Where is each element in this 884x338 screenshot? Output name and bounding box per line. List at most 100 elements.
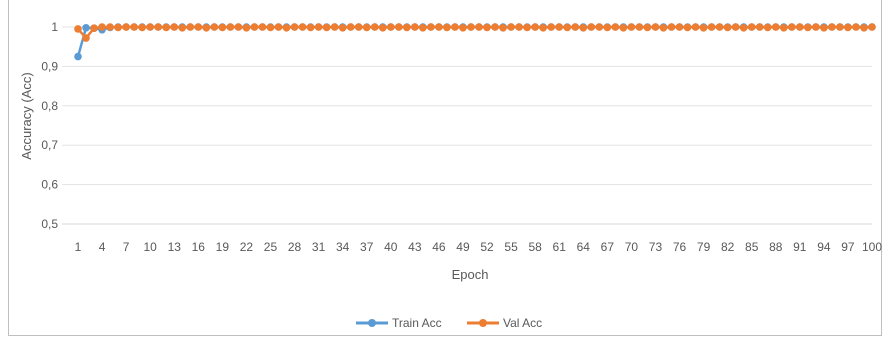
- data-point: [186, 23, 195, 31]
- data-point: [852, 23, 860, 31]
- data-point: [691, 23, 700, 31]
- y-tick-label: 0,5: [41, 217, 58, 231]
- data-point: [836, 23, 844, 31]
- data-point: [659, 23, 668, 32]
- data-point: [787, 23, 796, 31]
- data-point: [675, 23, 684, 31]
- x-tick-label: 37: [360, 240, 374, 254]
- data-point: [178, 23, 187, 32]
- x-tick-label: 97: [841, 240, 855, 254]
- data-point: [571, 23, 580, 31]
- y-tick-label: 1: [51, 20, 58, 34]
- x-tick-label: 49: [456, 240, 470, 254]
- data-point: [378, 23, 387, 32]
- x-tick-label: 58: [528, 240, 542, 254]
- data-point: [74, 52, 82, 61]
- legend-swatch-marker: [368, 319, 376, 327]
- data-point: [771, 23, 780, 31]
- data-point: [531, 23, 539, 31]
- y-tick-label: 0,9: [41, 59, 58, 73]
- data-point: [451, 23, 459, 31]
- x-tick-label: 22: [240, 240, 254, 254]
- data-point: [274, 23, 283, 31]
- data-point: [74, 25, 82, 33]
- data-point: [611, 23, 620, 31]
- x-tick-label: 13: [168, 240, 182, 254]
- data-point: [298, 23, 307, 31]
- data-point: [306, 23, 315, 32]
- data-point: [483, 23, 491, 32]
- data-point: [354, 23, 363, 31]
- data-point: [362, 23, 371, 32]
- data-point: [627, 23, 636, 31]
- x-tick-label: 64: [577, 240, 591, 254]
- data-point: [739, 23, 748, 32]
- data-point: [635, 23, 644, 31]
- data-point: [539, 23, 547, 32]
- x-tick-label: 55: [504, 240, 518, 254]
- data-point: [218, 23, 227, 32]
- data-point: [804, 23, 812, 32]
- data-point: [130, 23, 138, 31]
- x-tick-label: 82: [721, 240, 735, 254]
- legend-label: Val Acc: [503, 316, 542, 330]
- data-point: [651, 23, 660, 31]
- data-point: [154, 23, 163, 31]
- x-axis-ticks: 1 4 7 10 13 16 19 22 25 28 31 34 37 40 43 46 49 52 55 58 61 6…: [75, 240, 883, 254]
- data-point: [515, 23, 523, 31]
- y-tick-label: 0,6: [41, 178, 58, 192]
- data-point: [547, 23, 555, 31]
- x-tick-label: 1: [75, 240, 82, 254]
- data-point: [98, 23, 106, 31]
- data-point: [523, 23, 531, 32]
- legend-item: Val Acc: [467, 316, 542, 330]
- data-point: [258, 23, 267, 31]
- data-point: [868, 23, 876, 31]
- data-point: [266, 23, 275, 32]
- data-point: [683, 23, 692, 32]
- data-point: [138, 23, 146, 32]
- data-point: [796, 23, 804, 31]
- x-axis-label: Epoch: [452, 267, 489, 282]
- data-point: [386, 23, 395, 31]
- legend: Train Acc Val Acc: [356, 316, 542, 330]
- data-point: [411, 23, 419, 31]
- legend-label: Train Acc: [392, 316, 442, 330]
- data-point: [723, 23, 732, 32]
- data-point: [114, 23, 122, 32]
- data-point: [828, 23, 836, 31]
- data-point: [667, 23, 676, 31]
- data-point: [812, 23, 820, 31]
- data-point: [443, 23, 451, 32]
- x-tick-label: 31: [312, 240, 326, 254]
- x-tick-label: 61: [553, 240, 567, 254]
- data-point: [290, 23, 299, 31]
- legend-item: Train Acc: [356, 316, 442, 330]
- x-tick-label: 70: [625, 240, 639, 254]
- x-tick-label: 76: [673, 240, 687, 254]
- data-point: [755, 23, 764, 31]
- x-tick-label: 43: [408, 240, 422, 254]
- data-point: [860, 23, 868, 32]
- chart-frame: [8, 0, 882, 336]
- data-point: [499, 23, 507, 32]
- data-point: [403, 23, 411, 32]
- x-tick-label: 28: [288, 240, 302, 254]
- x-tick-label: 88: [769, 240, 783, 254]
- x-tick-label: 85: [745, 240, 759, 254]
- x-tick-label: 25: [264, 240, 278, 254]
- data-point: [563, 23, 572, 32]
- data-point: [90, 24, 98, 32]
- data-point: [779, 23, 788, 32]
- data-point: [210, 23, 219, 31]
- series-layer: [74, 23, 876, 61]
- data-point: [250, 23, 259, 31]
- data-point: [707, 23, 716, 31]
- data-point: [820, 23, 828, 32]
- x-tick-label: 46: [432, 240, 446, 254]
- data-point: [234, 23, 243, 31]
- data-point: [242, 23, 251, 32]
- data-point: [106, 23, 114, 31]
- data-point: [370, 23, 379, 31]
- data-point: [82, 23, 90, 32]
